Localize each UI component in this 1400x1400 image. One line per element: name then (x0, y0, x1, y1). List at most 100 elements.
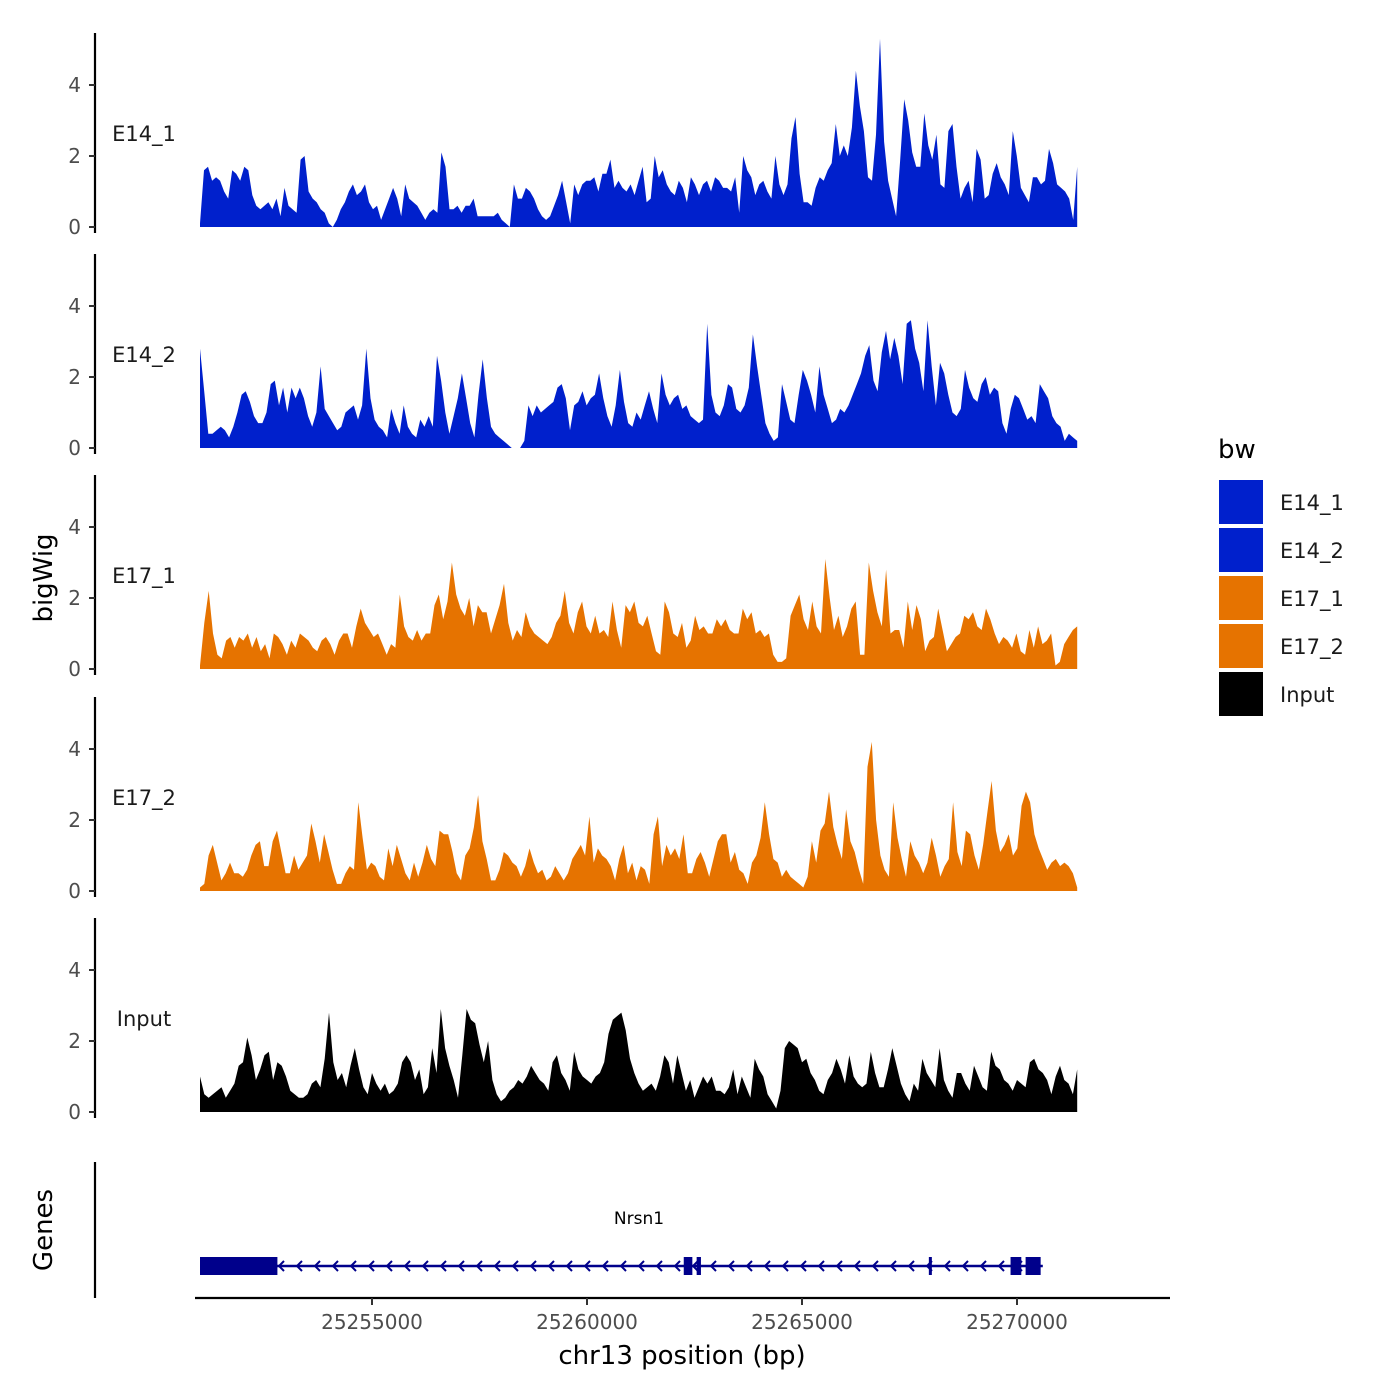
y-tick-label: 4 (68, 73, 81, 97)
strand-arrow (997, 1260, 1005, 1272)
legend-key (1219, 624, 1263, 668)
track-e17-1: 0 2 4 E17_1 (68, 475, 1078, 681)
y-tick-label: 0 (68, 1100, 81, 1124)
legend-key (1219, 672, 1263, 716)
y-tick-label: 0 (68, 215, 81, 239)
gene-name-label: Nrsn1 (614, 1209, 664, 1229)
signal-area (200, 320, 1078, 448)
strand-arrow (853, 1260, 861, 1272)
gene-exon (1025, 1257, 1041, 1275)
y-tick-label: 2 (68, 144, 81, 168)
strand-arrow (673, 1260, 681, 1272)
strand-arrow (403, 1260, 411, 1272)
y-axis-title: bigWig (29, 533, 59, 622)
y-tick-label: 2 (68, 1029, 81, 1053)
strand-arrow (907, 1260, 915, 1272)
strand-arrow (547, 1260, 555, 1272)
strand-arrow (637, 1260, 645, 1272)
x-tick-label: 25260000 (536, 1310, 638, 1334)
strand-arrow (727, 1260, 735, 1272)
strand-arrow (655, 1260, 663, 1272)
strand-arrow (691, 1260, 699, 1272)
legend-label: E17_2 (1280, 635, 1344, 660)
strand-arrow (709, 1260, 717, 1272)
gene-track: Nrsn1 (93, 1162, 1043, 1298)
strand-arrow (511, 1260, 519, 1272)
strand-arrow (835, 1260, 843, 1272)
strand-arrow (313, 1260, 321, 1272)
track-e14-1: 0 2 4 E14_1 (68, 33, 1078, 239)
y-tick-label: 0 (68, 657, 81, 681)
y-tick-label: 4 (68, 737, 81, 761)
legend-label: E14_1 (1280, 491, 1344, 516)
track-label: E14_2 (112, 343, 176, 368)
strand-arrow (871, 1260, 879, 1272)
strand-arrow (943, 1260, 951, 1272)
legend-label: E17_1 (1280, 587, 1344, 612)
y-tick-label: 0 (68, 879, 81, 903)
strand-arrow (583, 1260, 591, 1272)
gene-exon (928, 1257, 932, 1275)
gene-exon (696, 1257, 701, 1275)
strand-arrow (475, 1260, 483, 1272)
strand-arrow (349, 1260, 357, 1272)
strand-arrow (295, 1260, 303, 1272)
legend: bw E14_1 E14_2 E17_1 E17_2 Input (1218, 435, 1344, 716)
track-label: E14_1 (112, 122, 176, 147)
strand-arrow (439, 1260, 447, 1272)
strand-arrow (529, 1260, 537, 1272)
x-tick-label: 25255000 (321, 1310, 423, 1334)
signal-area (200, 1009, 1078, 1112)
strand-arrow (565, 1260, 573, 1272)
track-input: 0 2 4 Input (68, 918, 1078, 1124)
strand-arrow (493, 1260, 501, 1272)
strand-arrow (601, 1260, 609, 1272)
y-tick-label: 4 (68, 958, 81, 982)
gene-exon (683, 1257, 693, 1275)
y-tick-label: 0 (68, 436, 81, 460)
legend-key (1219, 528, 1263, 572)
x-axis: 25255000 25260000 25265000 25270000 (195, 1296, 1170, 1334)
track-label: Input (117, 1007, 171, 1031)
gene-exon (1010, 1257, 1022, 1275)
legend-label: Input (1280, 683, 1334, 707)
strand-arrow (619, 1260, 627, 1272)
strand-arrow (961, 1260, 969, 1272)
strand-arrow (979, 1260, 987, 1272)
strand-arrow (817, 1260, 825, 1272)
gene-exon (200, 1257, 278, 1275)
strand-arrow (367, 1260, 375, 1272)
strand-arrow (385, 1260, 393, 1272)
y-tick-label: 4 (68, 294, 81, 318)
track-label: E17_2 (112, 786, 176, 811)
legend-label: E14_2 (1280, 539, 1344, 564)
strand-arrow (763, 1260, 771, 1272)
signal-area (200, 741, 1078, 891)
strand-arrow (889, 1260, 897, 1272)
signal-area (200, 559, 1078, 669)
x-axis-title: chr13 position (bp) (558, 1341, 805, 1371)
strand-arrow (277, 1260, 285, 1272)
strand-arrow (799, 1260, 807, 1272)
legend-title: bw (1218, 435, 1256, 465)
y-tick-label: 4 (68, 515, 81, 539)
strand-arrow (781, 1260, 789, 1272)
track-e17-2: 0 2 4 E17_2 (68, 697, 1078, 903)
legend-key (1219, 576, 1263, 620)
legend-key (1219, 480, 1263, 524)
gene-track-title: Genes (29, 1189, 59, 1271)
signal-tracks: 0 2 4 E14_1 0 2 4 E14_2 0 2 4 E17_1 0 2 4 E17_2 0 2 4 Input (68, 33, 1078, 1124)
y-tick-label: 2 (68, 586, 81, 610)
y-tick-label: 2 (68, 808, 81, 832)
signal-area (200, 38, 1078, 227)
track-label: E17_1 (112, 564, 176, 589)
strand-arrow (421, 1260, 429, 1272)
track-e14-2: 0 2 4 E14_2 (68, 254, 1078, 460)
strand-arrow (745, 1260, 753, 1272)
x-tick-label: 25265000 (751, 1310, 853, 1334)
strand-arrow (331, 1260, 339, 1272)
y-tick-label: 2 (68, 365, 81, 389)
strand-arrow (457, 1260, 465, 1272)
x-tick-label: 25270000 (966, 1310, 1068, 1334)
